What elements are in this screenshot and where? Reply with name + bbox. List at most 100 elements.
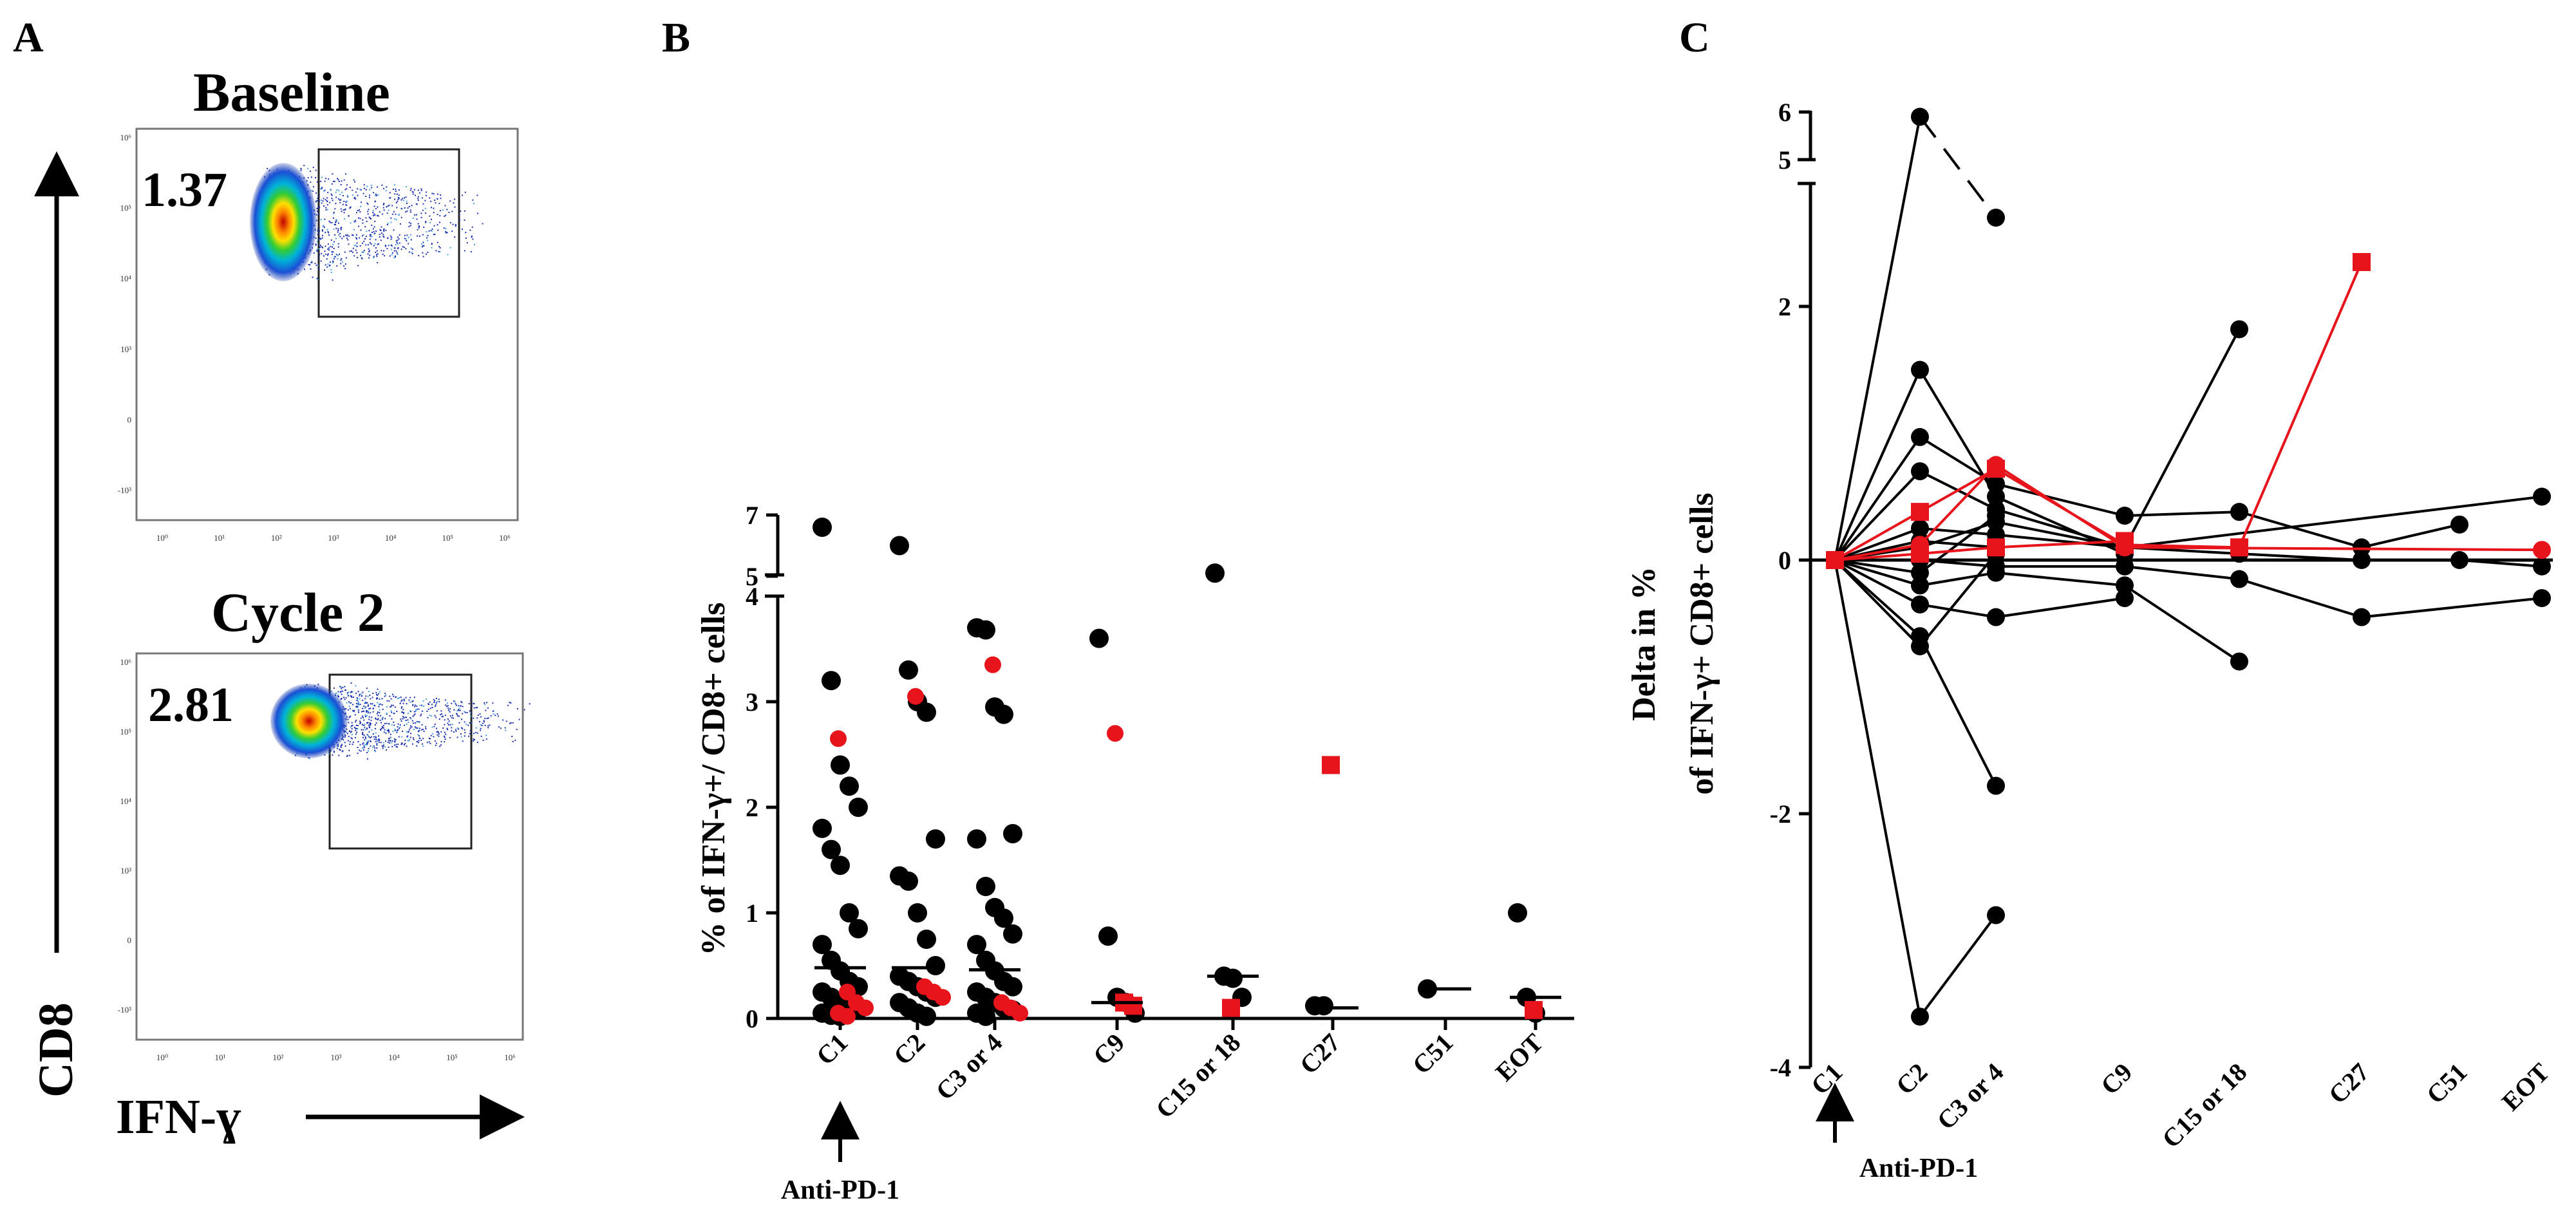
flow-event-dot (389, 742, 391, 744)
flow-event-dot (368, 726, 370, 727)
flow-event-dot (417, 742, 419, 744)
flow-event-dot (362, 736, 364, 738)
flow-event-dot (335, 693, 337, 695)
flow-event-dot (370, 741, 371, 742)
flow-event-dot (482, 223, 484, 225)
flow-event-dot (386, 722, 388, 724)
flow-event-dot (394, 184, 395, 186)
chart-c-point-black (2230, 570, 2248, 588)
flow-event-dot (376, 254, 377, 256)
flow-event-dot (381, 698, 383, 700)
flow-event-dot (469, 722, 471, 724)
flow-event-dot (387, 222, 389, 224)
flow-event-dot (484, 721, 485, 723)
flow-event-dot (409, 717, 411, 718)
flow-event-dot (330, 269, 332, 270)
flow-event-dot (455, 729, 456, 731)
flow-event-dot (401, 699, 403, 701)
flow-event-dot (413, 697, 415, 698)
flow-event-dot (454, 198, 456, 200)
flow-event-dot (371, 717, 373, 718)
flow-event-dot (446, 209, 448, 211)
flow-event-dot (356, 731, 358, 733)
flow-event-dot (353, 198, 355, 199)
chart-c-point-black (1987, 209, 2005, 227)
flow-event-dot (368, 251, 370, 253)
flow-event-dot (397, 729, 399, 731)
flow-event-dot (471, 236, 473, 237)
flow-event-dot (352, 247, 354, 249)
flow-event-dot (363, 184, 365, 186)
flow-event-dot (420, 212, 422, 214)
flow-event-dot (322, 247, 324, 248)
flow-event-dot (377, 186, 379, 188)
flow-event-dot (343, 697, 345, 698)
flow-event-dot (425, 728, 427, 729)
flow-event-dot (347, 196, 349, 198)
flow-event-dot (465, 232, 467, 234)
flow-event-dot (355, 724, 357, 726)
flow-event-dot (403, 700, 405, 702)
flow-event-dot (360, 722, 361, 724)
flow-event-dot (493, 713, 494, 715)
flow-event-dot (458, 728, 460, 730)
flow-event-dot (391, 254, 393, 256)
flow-title-cycle2: Cycle 2 (211, 581, 385, 643)
flow-event-dot (403, 717, 405, 718)
flow-event-dot (425, 221, 427, 222)
flow-event-dot (413, 738, 415, 740)
flow-event-dot (332, 261, 334, 263)
flow-event-dot (362, 699, 364, 701)
flow-event-dot (341, 191, 343, 193)
flow-event-dot (349, 707, 351, 709)
flow-event-dot (362, 749, 364, 751)
flow-event-dot (364, 226, 366, 228)
flow-event-dot (337, 230, 339, 231)
flow-event-dot (411, 252, 413, 254)
flow-event-dot (409, 209, 411, 211)
flow-event-dot (375, 239, 377, 241)
flow-event-dot (336, 220, 337, 222)
flow-event-dot (462, 229, 463, 230)
flow-event-dot (360, 750, 362, 752)
flow-event-dot (339, 232, 341, 234)
flow-event-dot (353, 255, 355, 257)
chart-b-point-black (1314, 996, 1333, 1016)
flow-event-dot (434, 706, 436, 707)
flow-event-dot (340, 199, 342, 201)
flow-event-dot (356, 245, 358, 247)
flow-event-dot (386, 729, 388, 731)
flow-event-dot (324, 218, 326, 220)
flow-event-dot (355, 706, 357, 707)
flow-y-tick-label: 0 (127, 935, 132, 945)
flow-event-dot (415, 709, 417, 711)
flow-event-dot (346, 732, 348, 733)
flow-event-dot (352, 194, 353, 196)
flow-event-dot (472, 238, 474, 240)
flow-event-dot (348, 722, 350, 724)
flow-event-dot (359, 237, 361, 239)
flow-event-dot (394, 218, 396, 220)
flow-event-dot (320, 260, 322, 262)
chart-c-point-red (2116, 532, 2134, 550)
flow-event-dot (359, 245, 361, 247)
flow-event-dot (421, 243, 423, 245)
flow-event-dot (387, 742, 389, 744)
flow-event-dot (485, 735, 487, 736)
flow-event-dot (365, 244, 367, 246)
chart-b-point-black (994, 908, 1013, 928)
chart-b-x-tick-label: C2 (888, 1028, 930, 1071)
flow-event-dot (352, 725, 353, 726)
flow-event-dot (416, 745, 418, 747)
flow-event-dot (445, 704, 447, 706)
flow-event-dot (375, 193, 377, 195)
flow-event-dot (370, 723, 371, 725)
flow-event-dot (466, 712, 468, 713)
flow-event-dot (346, 238, 348, 239)
flow-event-dot (373, 257, 375, 259)
flow-event-dot (427, 234, 429, 236)
flow-event-dot (418, 721, 420, 723)
flow-event-dot (391, 742, 393, 744)
flow-event-dot (340, 686, 342, 688)
